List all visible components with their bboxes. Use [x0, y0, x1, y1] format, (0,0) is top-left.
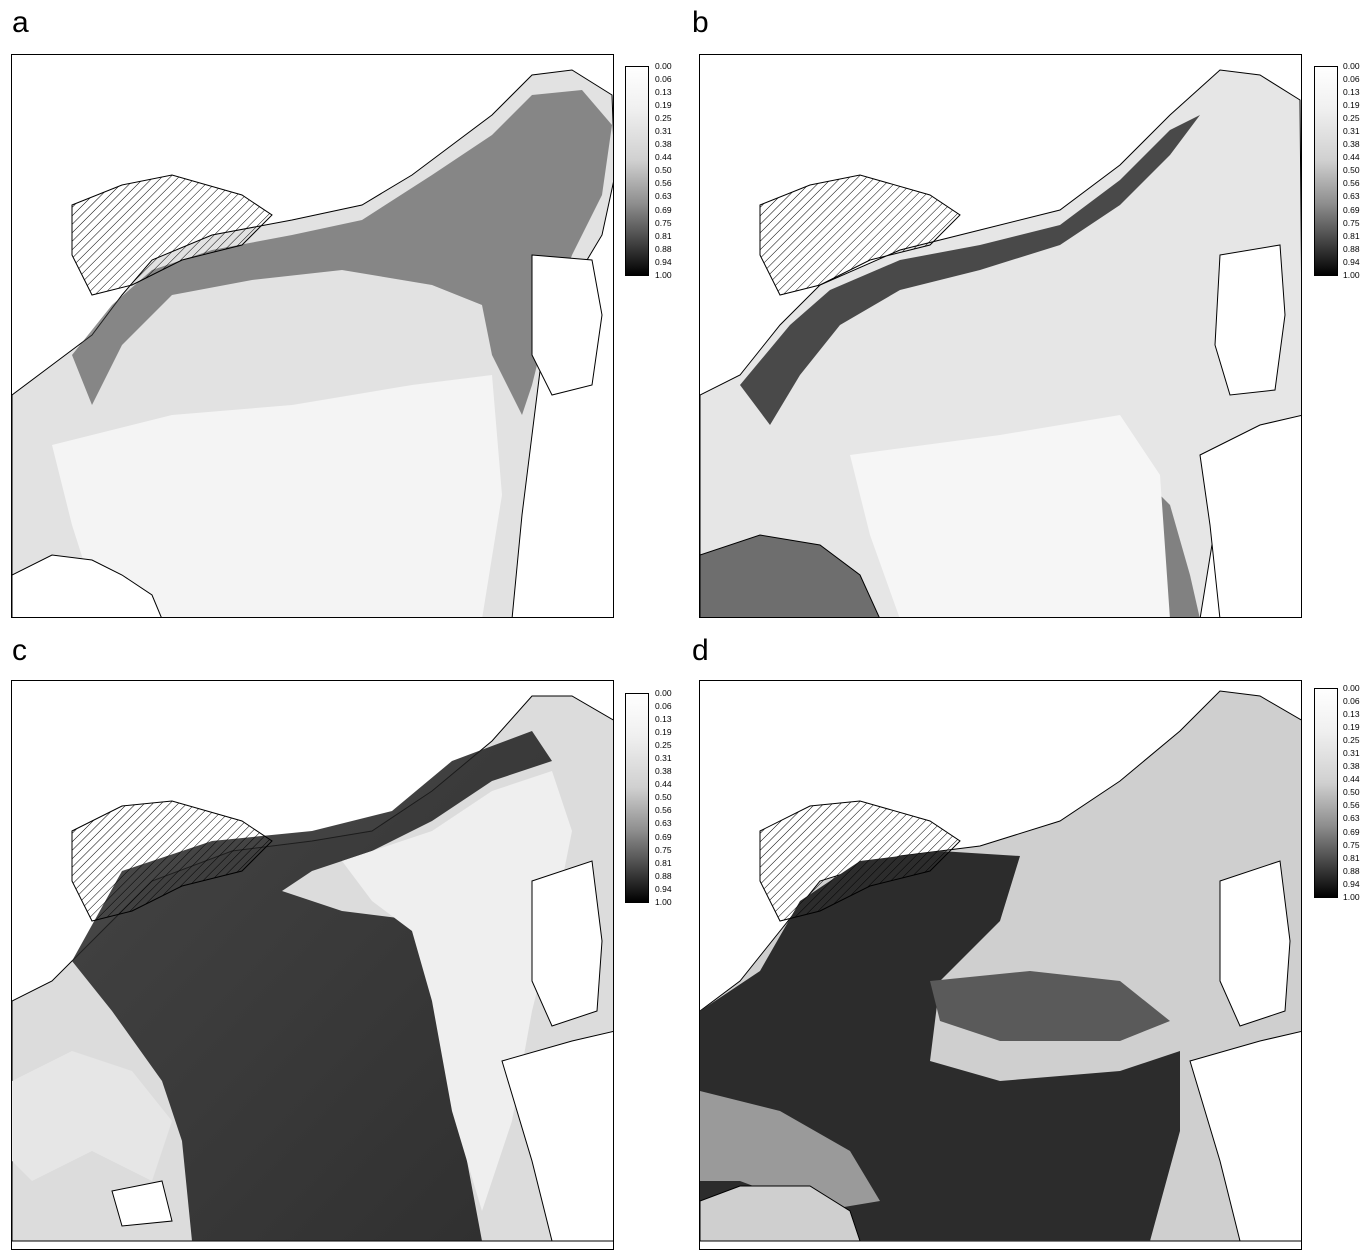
panel-label-a: a [12, 6, 29, 39]
medium-region [700, 1091, 880, 1211]
colorbar-c [625, 693, 649, 903]
light-region [12, 1051, 172, 1181]
island-outline [111, 1180, 173, 1227]
panel-label-c: c [12, 634, 27, 667]
coastal-high-band [72, 90, 612, 415]
colorbar-ticks-b: 0.00 0.06 0.13 0.19 0.25 0.31 0.38 0.44 0.50 0.56… [1343, 61, 1360, 280]
island-outline [1199, 414, 1301, 617]
island-outline [531, 860, 603, 1027]
colorbar-b [1314, 66, 1338, 276]
island-outline [1214, 244, 1286, 396]
coastal-high-band [740, 115, 1200, 425]
hatched-area [759, 800, 961, 922]
hatched-area [71, 800, 273, 922]
map-panel-c [11, 680, 614, 1250]
island-outline [531, 254, 603, 396]
island-outline [501, 1030, 613, 1242]
island-outline [700, 534, 880, 617]
colorbar-ticks-c: 0.00 0.06 0.13 0.19 0.25 0.31 0.38 0.44 0.50 0.56… [655, 688, 672, 907]
map-panel-d [699, 680, 1302, 1250]
island-outline [12, 554, 162, 617]
island-outline [700, 1185, 861, 1242]
panel-label-d: d [692, 634, 709, 667]
island-outline [1189, 1030, 1301, 1242]
panel-label-b: b [692, 6, 709, 39]
medium-region [930, 971, 1170, 1041]
island-outline [1219, 860, 1291, 1027]
hatched-area [71, 174, 273, 296]
hatched-area [759, 174, 961, 296]
map-panel-b [699, 54, 1302, 618]
map-panel-a [11, 54, 614, 618]
colorbar-ticks-a: 0.00 0.06 0.13 0.19 0.25 0.31 0.38 0.44 0.50 0.56… [655, 61, 672, 280]
bright-interior [850, 415, 1170, 617]
colorbar-d [1314, 688, 1338, 898]
bright-interior [52, 375, 502, 617]
colorbar-ticks-d: 0.00 0.06 0.13 0.19 0.25 0.31 0.38 0.44 0.50 0.56… [1343, 683, 1360, 902]
colorbar-a [625, 66, 649, 276]
